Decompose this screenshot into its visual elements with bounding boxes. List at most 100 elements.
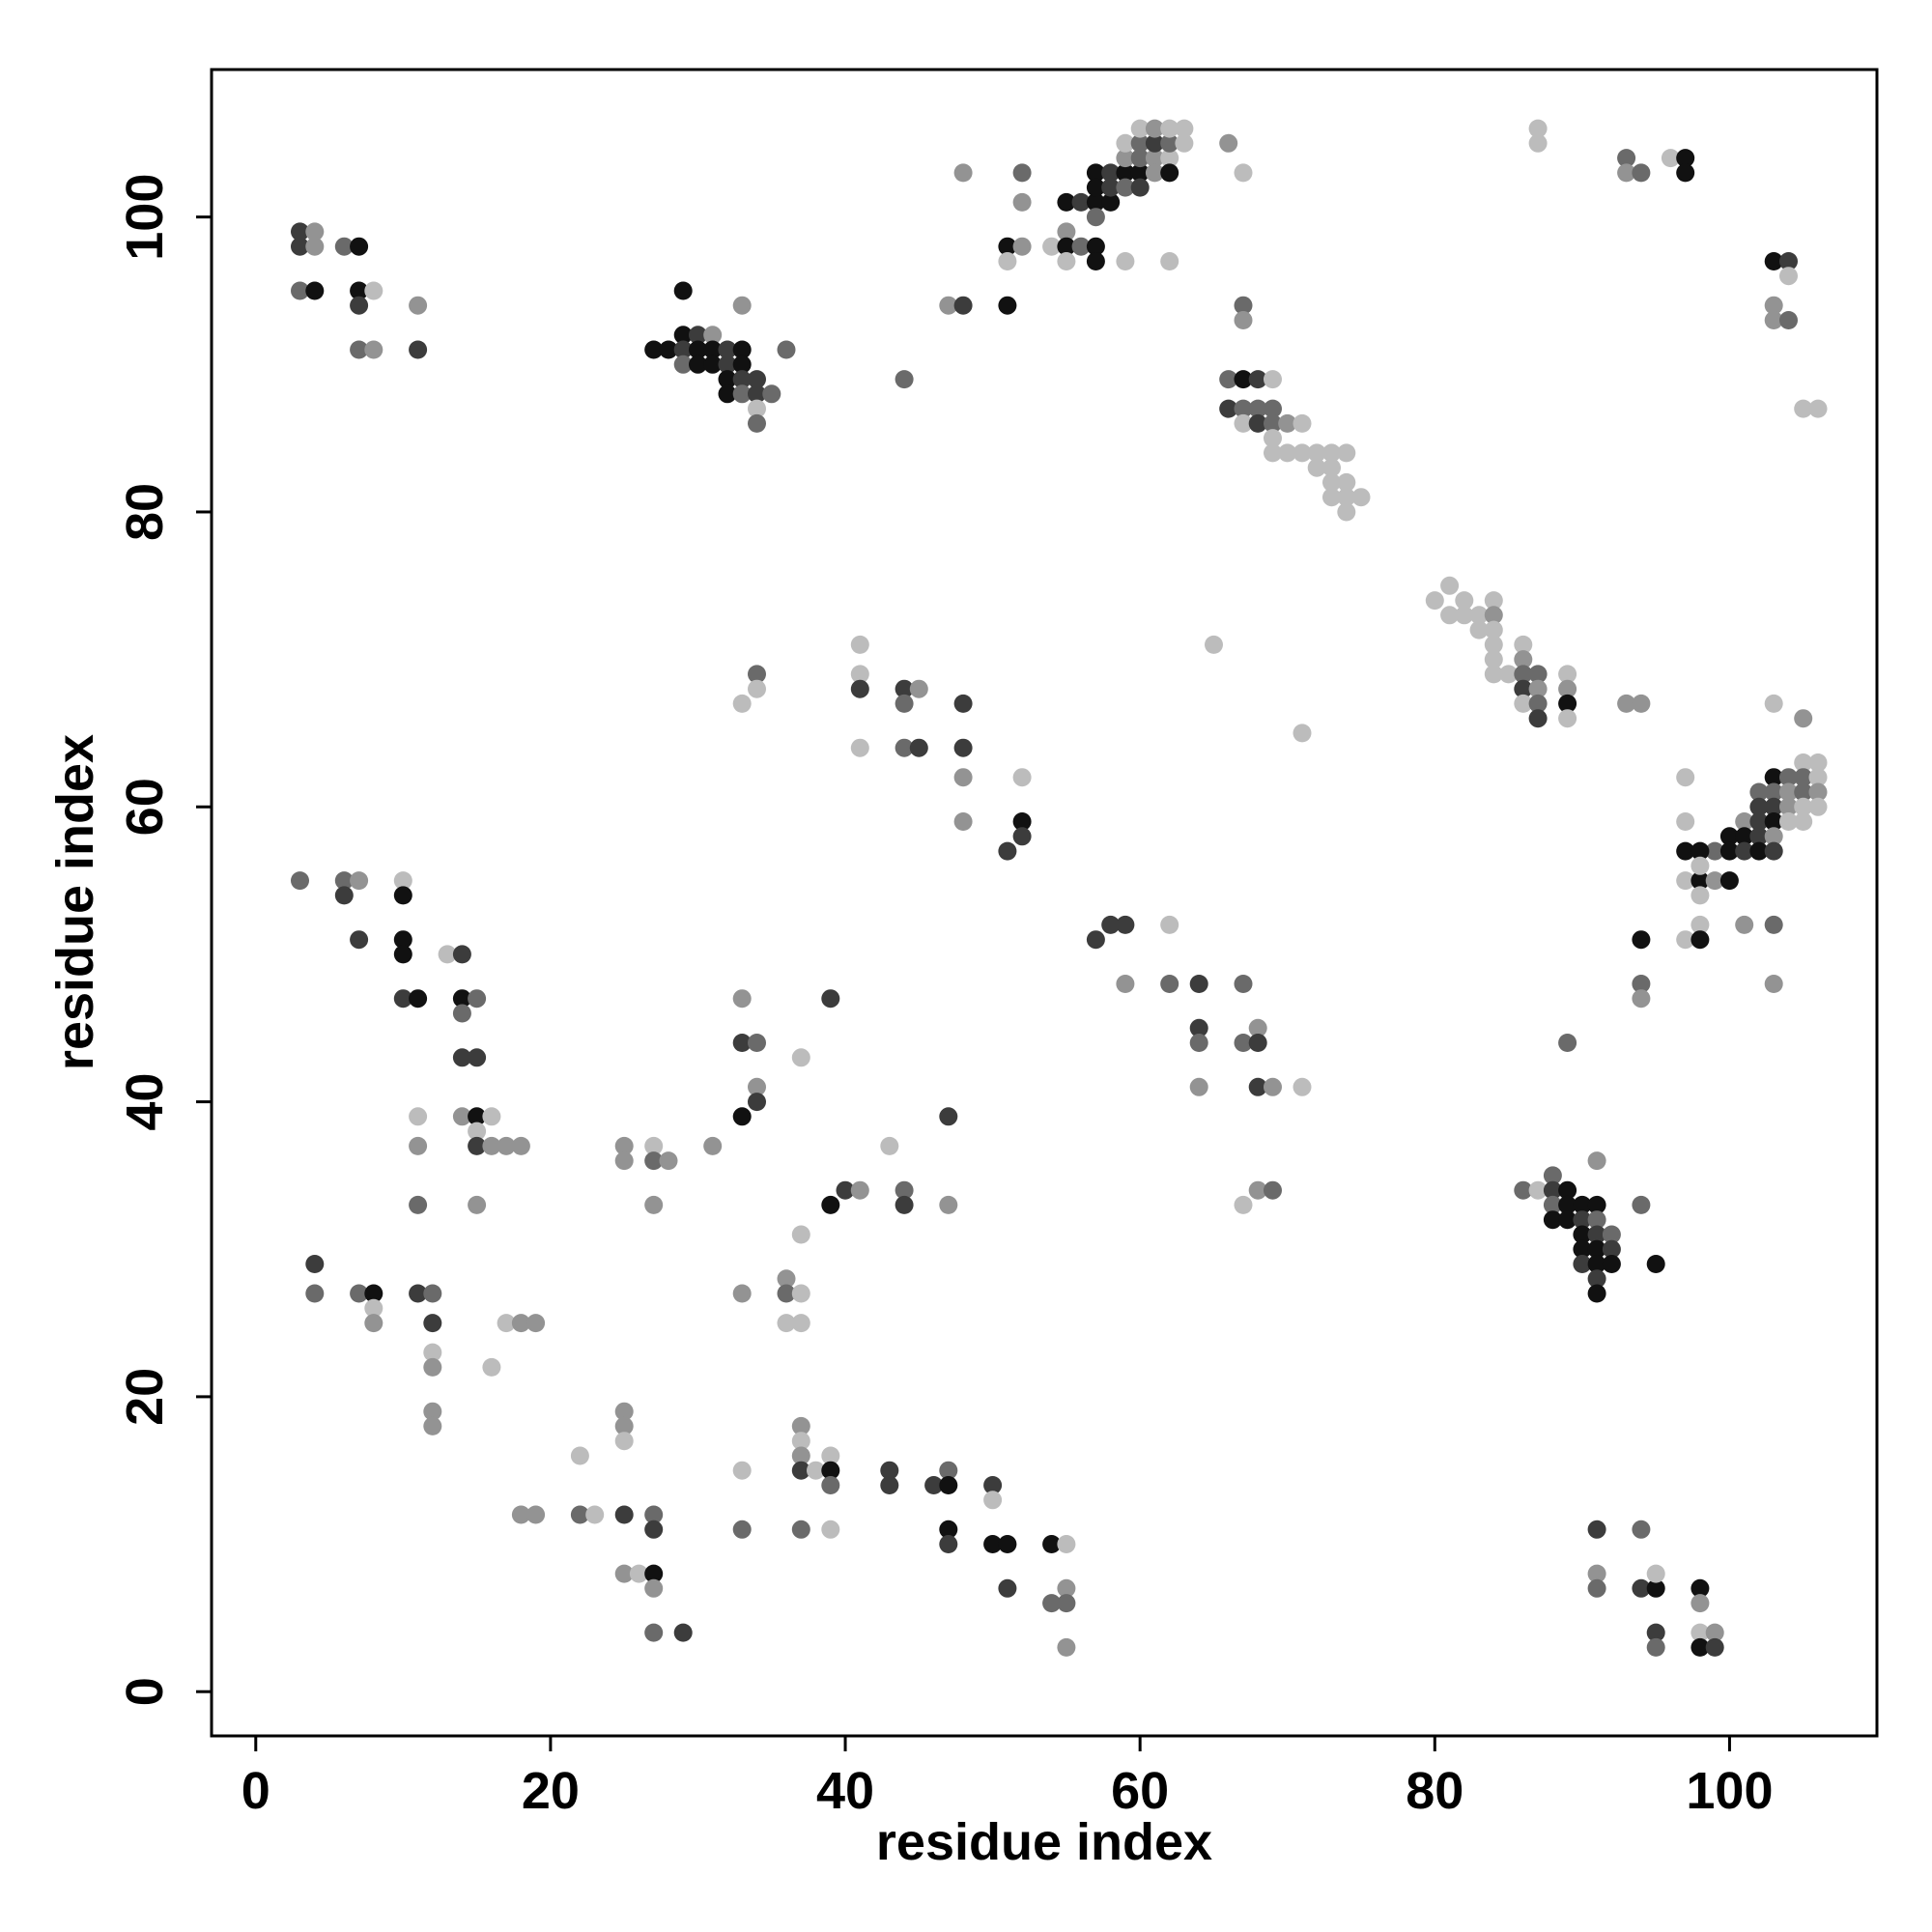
contact-point: [1573, 1195, 1592, 1214]
contact-point: [585, 1505, 605, 1524]
contact-point: [1617, 149, 1636, 168]
contact-point: [732, 1520, 752, 1539]
contact-point: [1248, 1034, 1267, 1052]
contact-point: [1057, 1578, 1076, 1598]
contact-point: [924, 1476, 944, 1494]
contact-point: [1086, 178, 1105, 197]
contact-point: [1012, 163, 1032, 183]
contact-point: [1293, 1077, 1312, 1096]
contact-point: [1587, 1239, 1606, 1259]
contact-point: [1632, 1520, 1651, 1539]
contact-point: [364, 340, 384, 359]
contact-point: [1779, 267, 1798, 286]
contact-point: [409, 1284, 428, 1303]
contact-point: [983, 1535, 1003, 1553]
contact-point: [1808, 797, 1828, 816]
contact-point: [1264, 1180, 1282, 1200]
contact-point: [939, 1195, 958, 1214]
contact-point: [393, 930, 412, 950]
contact-point: [468, 1195, 487, 1214]
contact-point: [1735, 841, 1754, 861]
contact-point: [1160, 119, 1179, 138]
contact-point: [644, 1136, 664, 1155]
contact-point: [1705, 1637, 1724, 1657]
contact-point: [644, 340, 664, 359]
contact-point: [1587, 1195, 1606, 1214]
contact-point: [1587, 1578, 1606, 1598]
contact-point: [1130, 119, 1150, 138]
contact-point: [1602, 1239, 1621, 1259]
contact-point: [1012, 827, 1032, 846]
contact-point: [1322, 443, 1341, 463]
contact-point: [1101, 915, 1121, 934]
contact-point: [1012, 768, 1032, 787]
contact-point: [644, 1520, 664, 1539]
contact-point: [850, 635, 869, 654]
contact-point: [1749, 812, 1769, 831]
contact-point: [1543, 1180, 1562, 1200]
contact-point: [1764, 915, 1783, 934]
contact-point: [1779, 311, 1798, 329]
contact-point: [659, 1151, 678, 1171]
contact-point: [1646, 1637, 1665, 1657]
contact-point: [1160, 252, 1179, 270]
contact-point: [732, 296, 752, 315]
contact-point: [1219, 370, 1238, 389]
contact-point: [1189, 975, 1208, 993]
contact-point: [1632, 163, 1651, 183]
contact-point: [644, 1151, 664, 1171]
contact-point: [1735, 812, 1754, 831]
contact-point: [1219, 399, 1238, 418]
contact-point: [1042, 1535, 1062, 1553]
contact-point: [1587, 1284, 1606, 1303]
contact-point: [1484, 665, 1503, 684]
y-tick-label: 80: [116, 483, 174, 541]
contact-point: [1528, 133, 1548, 153]
contact-point: [1086, 163, 1105, 183]
contact-point: [1086, 192, 1105, 212]
contact-point: [423, 1343, 442, 1362]
contact-point: [350, 340, 369, 359]
contact-point: [1602, 1225, 1621, 1244]
contact-point: [1764, 296, 1783, 315]
x-tick-label: 40: [816, 1762, 874, 1820]
contact-point: [468, 989, 487, 1009]
contact-point: [939, 296, 958, 315]
contact-point: [1794, 768, 1813, 787]
contact-point: [1071, 237, 1091, 256]
contact-point: [364, 1298, 384, 1318]
contact-point: [1690, 871, 1710, 891]
contact-point: [644, 1623, 664, 1642]
contact-point: [1116, 178, 1135, 197]
contact-point: [748, 370, 766, 389]
contact-point: [614, 1136, 634, 1155]
contact-point: [1676, 812, 1695, 831]
contact-point: [1234, 975, 1253, 993]
contact-point: [703, 1136, 723, 1155]
contact-point: [983, 1476, 1003, 1494]
plot-frame: [210, 68, 1879, 1738]
contact-point: [1573, 1225, 1592, 1244]
contact-point: [1558, 1034, 1577, 1052]
contact-point: [1248, 1077, 1267, 1096]
contact-point: [909, 738, 928, 757]
contact-point: [821, 989, 840, 1009]
contact-point: [1558, 1195, 1577, 1214]
contact-point: [791, 1520, 810, 1539]
contact-point: [1293, 443, 1312, 463]
contact-point: [1440, 576, 1460, 595]
contact-point: [1145, 133, 1164, 153]
contact-point: [1484, 606, 1503, 625]
contact-point: [1042, 237, 1062, 256]
contact-point: [1264, 370, 1282, 389]
contact-point: [703, 355, 723, 374]
contact-point: [1086, 237, 1105, 256]
contact-point: [1160, 163, 1179, 183]
contact-point: [939, 1520, 958, 1539]
contact-point: [1558, 694, 1577, 713]
contact-point: [1484, 620, 1503, 639]
contact-point: [791, 1048, 810, 1067]
contact-point: [423, 1314, 442, 1333]
contact-point: [791, 1461, 810, 1480]
contact-point: [1602, 1255, 1621, 1273]
